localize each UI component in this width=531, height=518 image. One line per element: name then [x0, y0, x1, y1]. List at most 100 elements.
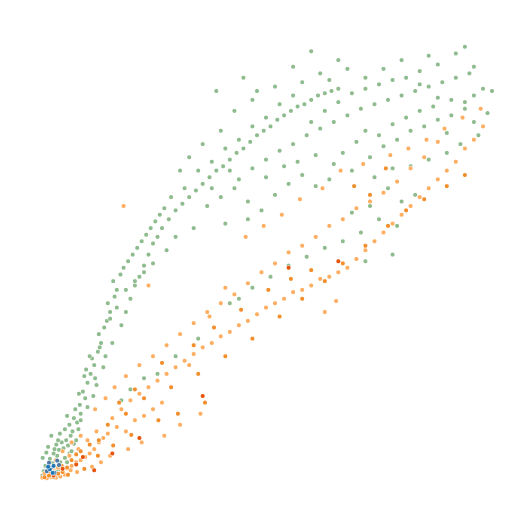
data-point-s1-24 [141, 413, 147, 419]
data-point-s0-92 [288, 108, 294, 114]
data-point-s3-6 [136, 435, 142, 441]
data-point-s0-256 [84, 404, 91, 410]
data-point-s1-117 [478, 106, 484, 112]
data-point-s0-241 [362, 86, 369, 92]
data-point-s0-230 [213, 88, 219, 94]
data-point-s1-67 [435, 176, 441, 182]
data-point-s1-54 [317, 276, 323, 282]
data-point-s1-118 [322, 309, 328, 315]
data-point-s1-41 [200, 344, 206, 351]
data-point-s2-14 [168, 384, 174, 390]
data-point-s0-47 [114, 287, 120, 293]
data-point-s0-238 [322, 108, 328, 114]
data-point-s0-72 [154, 234, 161, 240]
data-point-s1-92 [177, 331, 183, 337]
data-point-s0-188 [340, 238, 346, 244]
data-point-s0-239 [335, 99, 341, 105]
data-point-s2-46 [128, 432, 134, 438]
data-point-s0-134 [471, 92, 477, 99]
data-point-s0-213 [141, 269, 147, 275]
data-point-s0-65 [123, 309, 129, 315]
data-point-s1-74 [421, 154, 427, 160]
data-point-s1-31 [109, 415, 115, 421]
data-point-s1-66 [426, 185, 432, 191]
series-0 [39, 44, 495, 481]
data-point-s0-173 [245, 198, 251, 205]
data-point-s2-42 [65, 472, 71, 478]
data-point-s2-20 [322, 278, 328, 284]
data-point-s0-64 [118, 322, 124, 328]
data-point-s1-88 [231, 291, 237, 298]
data-point-s1-96 [123, 373, 129, 379]
data-point-s1-131 [125, 446, 131, 452]
data-point-s1-72 [480, 123, 486, 129]
data-point-s1-95 [136, 362, 142, 368]
data-point-s1-36 [154, 378, 161, 384]
data-point-s0-26 [69, 428, 76, 435]
data-point-s0-58 [157, 212, 163, 218]
data-point-s0-33 [82, 395, 88, 401]
data-point-s0-91 [281, 112, 287, 118]
data-point-s1-132 [139, 439, 145, 446]
data-point-s0-237 [308, 119, 314, 125]
data-point-s1-16 [87, 450, 93, 457]
data-point-s0-155 [453, 50, 459, 57]
data-point-s0-190 [304, 254, 310, 260]
series-2 [41, 165, 468, 480]
data-point-s1-107 [279, 212, 285, 218]
data-point-s1-79 [353, 205, 360, 211]
data-point-s0-27 [75, 426, 81, 432]
data-point-s1-122 [59, 448, 66, 454]
data-point-s0-20 [65, 442, 71, 449]
data-point-s1-119 [333, 298, 339, 304]
data-point-s1-116 [460, 114, 466, 121]
data-point-s0-117 [466, 70, 473, 76]
data-point-s0-266 [64, 413, 70, 419]
data-point-s2-30 [351, 183, 357, 189]
data-point-s0-67 [132, 282, 138, 289]
data-point-s0-57 [152, 218, 158, 224]
data-point-s0-150 [362, 75, 369, 81]
data-point-s0-142 [308, 48, 314, 54]
data-point-s1-80 [340, 216, 346, 222]
data-point-s0-199 [173, 353, 179, 359]
data-point-s0-123 [430, 103, 436, 110]
data-point-s0-251 [55, 437, 61, 443]
data-point-s1-45 [236, 322, 242, 328]
data-point-s0-255 [78, 417, 84, 423]
data-point-s0-242 [376, 81, 382, 87]
data-point-s1-90 [204, 309, 210, 315]
data-point-s2-39 [116, 400, 122, 406]
data-point-s2-37 [159, 360, 165, 366]
data-point-s4-3 [56, 462, 62, 468]
data-point-s1-19 [100, 435, 106, 441]
data-point-s0-51 [125, 258, 131, 264]
data-point-s2-44 [95, 453, 101, 459]
data-point-s0-254 [71, 415, 77, 421]
data-point-s3-9 [335, 258, 341, 264]
data-point-s1-101 [145, 282, 152, 289]
data-point-s0-39 [95, 349, 101, 355]
data-point-s0-69 [141, 263, 147, 269]
data-point-s0-97 [322, 90, 328, 96]
data-point-s2-25 [421, 196, 427, 202]
data-point-s0-232 [249, 97, 255, 103]
data-point-s0-113 [412, 88, 418, 94]
data-point-s0-46 [111, 294, 118, 300]
data-point-s1-112 [387, 152, 393, 158]
data-point-s0-183 [367, 203, 373, 209]
data-point-s1-64 [408, 203, 414, 209]
data-point-s3-4 [91, 467, 97, 473]
data-point-s0-21 [68, 448, 75, 454]
data-point-s0-86 [247, 139, 253, 145]
data-point-s1-26 [159, 400, 165, 406]
data-point-s0-80 [206, 174, 213, 180]
data-point-s0-202 [127, 386, 133, 393]
data-point-s1-37 [164, 371, 170, 377]
data-point-s0-226 [249, 123, 255, 129]
data-point-s0-224 [222, 145, 228, 152]
data-point-s0-252 [62, 426, 68, 432]
data-point-s1-49 [272, 300, 278, 306]
data-point-s1-48 [263, 305, 269, 311]
